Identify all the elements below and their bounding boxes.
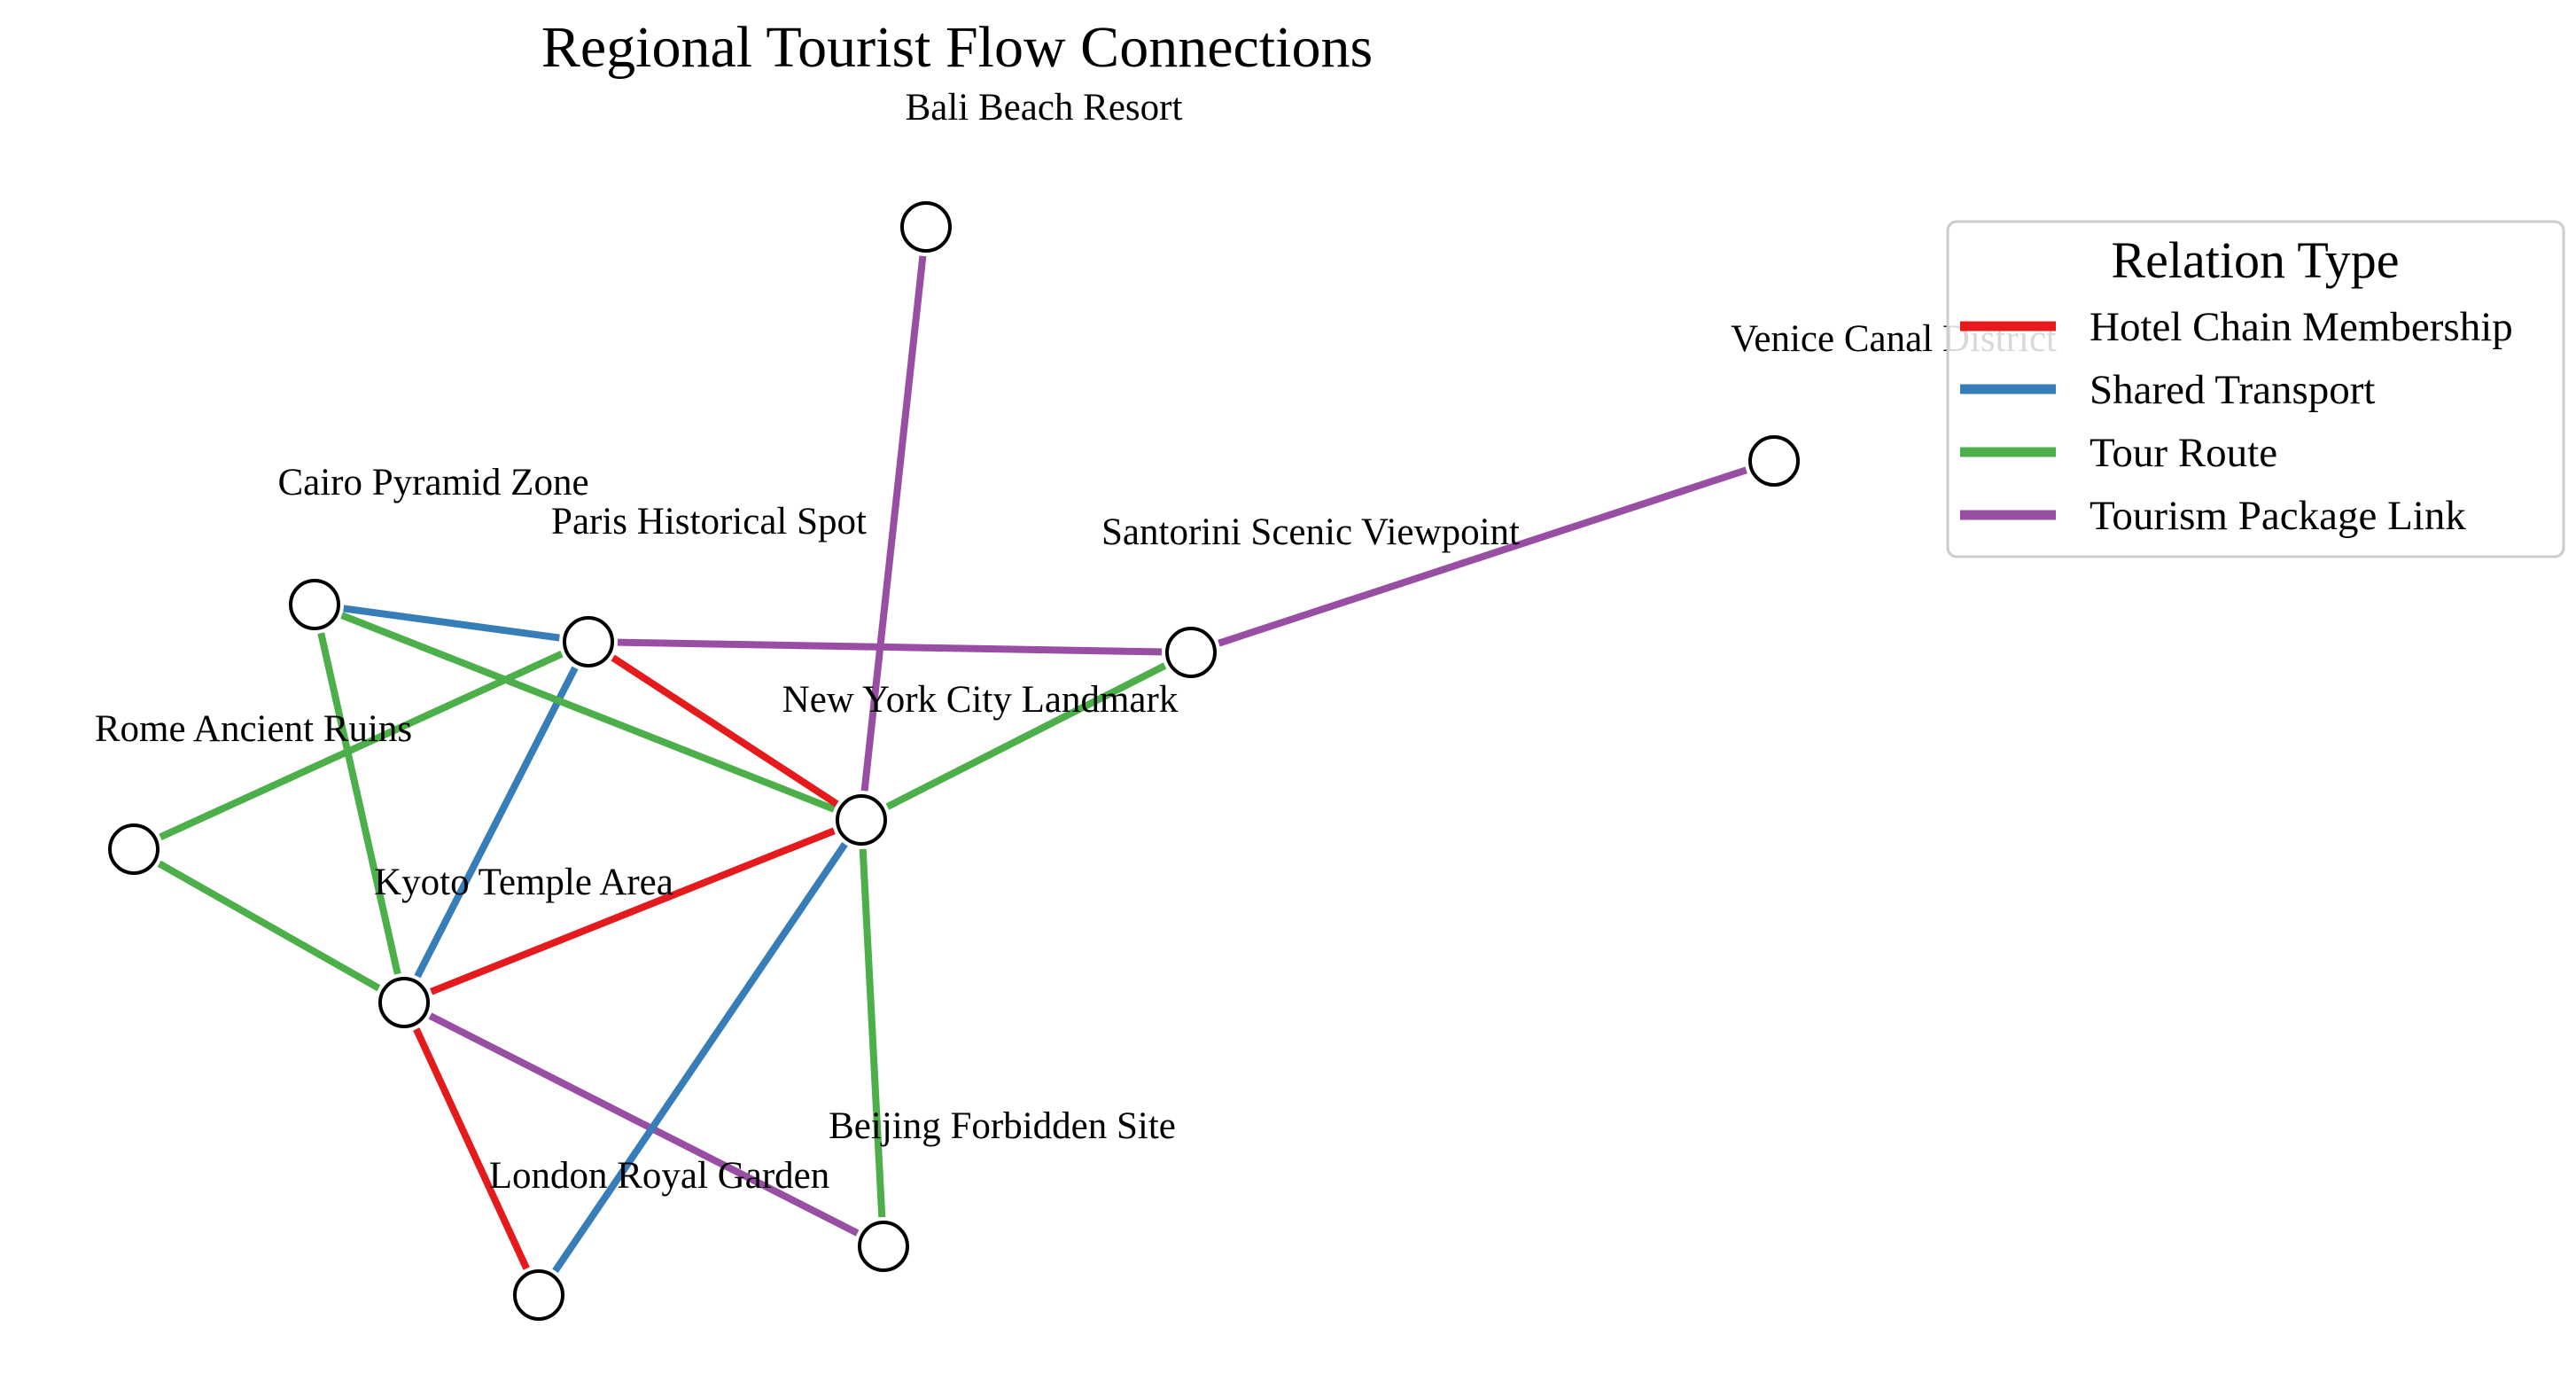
edge-cairo-paris-shared-transport — [343, 605, 560, 642]
legend-label-tour-route: Tour Route — [2090, 430, 2277, 476]
node-cairo[interactable] — [289, 579, 340, 630]
edge-kyoto-beijing-tourism-package-link — [428, 1012, 860, 1237]
legend-items: Hotel Chain Membership Shared Transport To… — [1960, 304, 2513, 539]
edge-nyc-beijing-tour-route — [859, 848, 886, 1218]
legend-label-tourism-package-link: Tourism Package Link — [2090, 493, 2466, 539]
edge-paris-nyc-hotel-chain-membership — [611, 654, 839, 808]
edge-paris-kyoto-shared-transport — [414, 666, 579, 979]
edge-cairo-nyc-tour-route — [340, 612, 836, 813]
edges-layer — [157, 255, 1747, 1273]
edge-paris-santorini-tourism-package-link — [617, 638, 1163, 656]
edge-venice-santorini-tourism-package-link — [1218, 466, 1747, 647]
legend: Relation Type Hotel Chain Membership Shar… — [1946, 220, 2565, 558]
node-beijing[interactable] — [858, 1221, 909, 1272]
edge-kyoto-london-hotel-chain-membership — [413, 1027, 530, 1270]
node-label-paris: Paris Historical Spot — [551, 501, 867, 542]
edge-santorini-nyc-tour-route — [885, 662, 1167, 810]
edge-kyoto-nyc-hotel-chain-membership — [430, 827, 836, 995]
edge-bali-nyc-tourism-package-link — [860, 255, 927, 792]
node-label-cairo: Cairo Pyramid Zone — [277, 462, 588, 503]
edge-rome-kyoto-tour-route — [157, 860, 381, 992]
legend-label-hotel-chain-membership: Hotel Chain Membership — [2090, 304, 2513, 350]
node-kyoto[interactable] — [378, 977, 430, 1028]
node-label-kyoto: Kyoto Temple Area — [374, 862, 673, 903]
node-label-nyc: New York City Landmark — [782, 679, 1179, 721]
node-label-bali: Bali Beach Resort — [906, 87, 1183, 129]
node-venice[interactable] — [1748, 435, 1800, 487]
diagram-title: Regional Tourist Flow Connections — [541, 15, 1373, 80]
node-label-london: London Royal Garden — [489, 1155, 830, 1197]
legend-title: Relation Type — [2111, 231, 2399, 289]
node-label-santorini: Santorini Scenic Viewpoint — [1101, 511, 1520, 553]
node-bali[interactable] — [900, 201, 952, 253]
node-paris[interactable] — [563, 616, 614, 667]
edge-nyc-london-shared-transport — [552, 842, 848, 1273]
node-label-beijing: Beijing Forbidden Site — [829, 1105, 1176, 1147]
node-nyc[interactable] — [836, 794, 887, 846]
nodes-layer — [108, 201, 1800, 1321]
edge-cairo-kyoto-tour-route — [317, 632, 401, 975]
legend-box — [1946, 220, 2565, 558]
edge-rome-paris-tour-route — [159, 651, 564, 840]
legend-label-shared-transport: Shared Transport — [2090, 367, 2375, 413]
node-rome[interactable] — [108, 823, 160, 875]
node-label-rome: Rome Ancient Ruins — [95, 708, 412, 750]
node-london[interactable] — [513, 1269, 564, 1321]
node-santorini[interactable] — [1165, 627, 1217, 678]
